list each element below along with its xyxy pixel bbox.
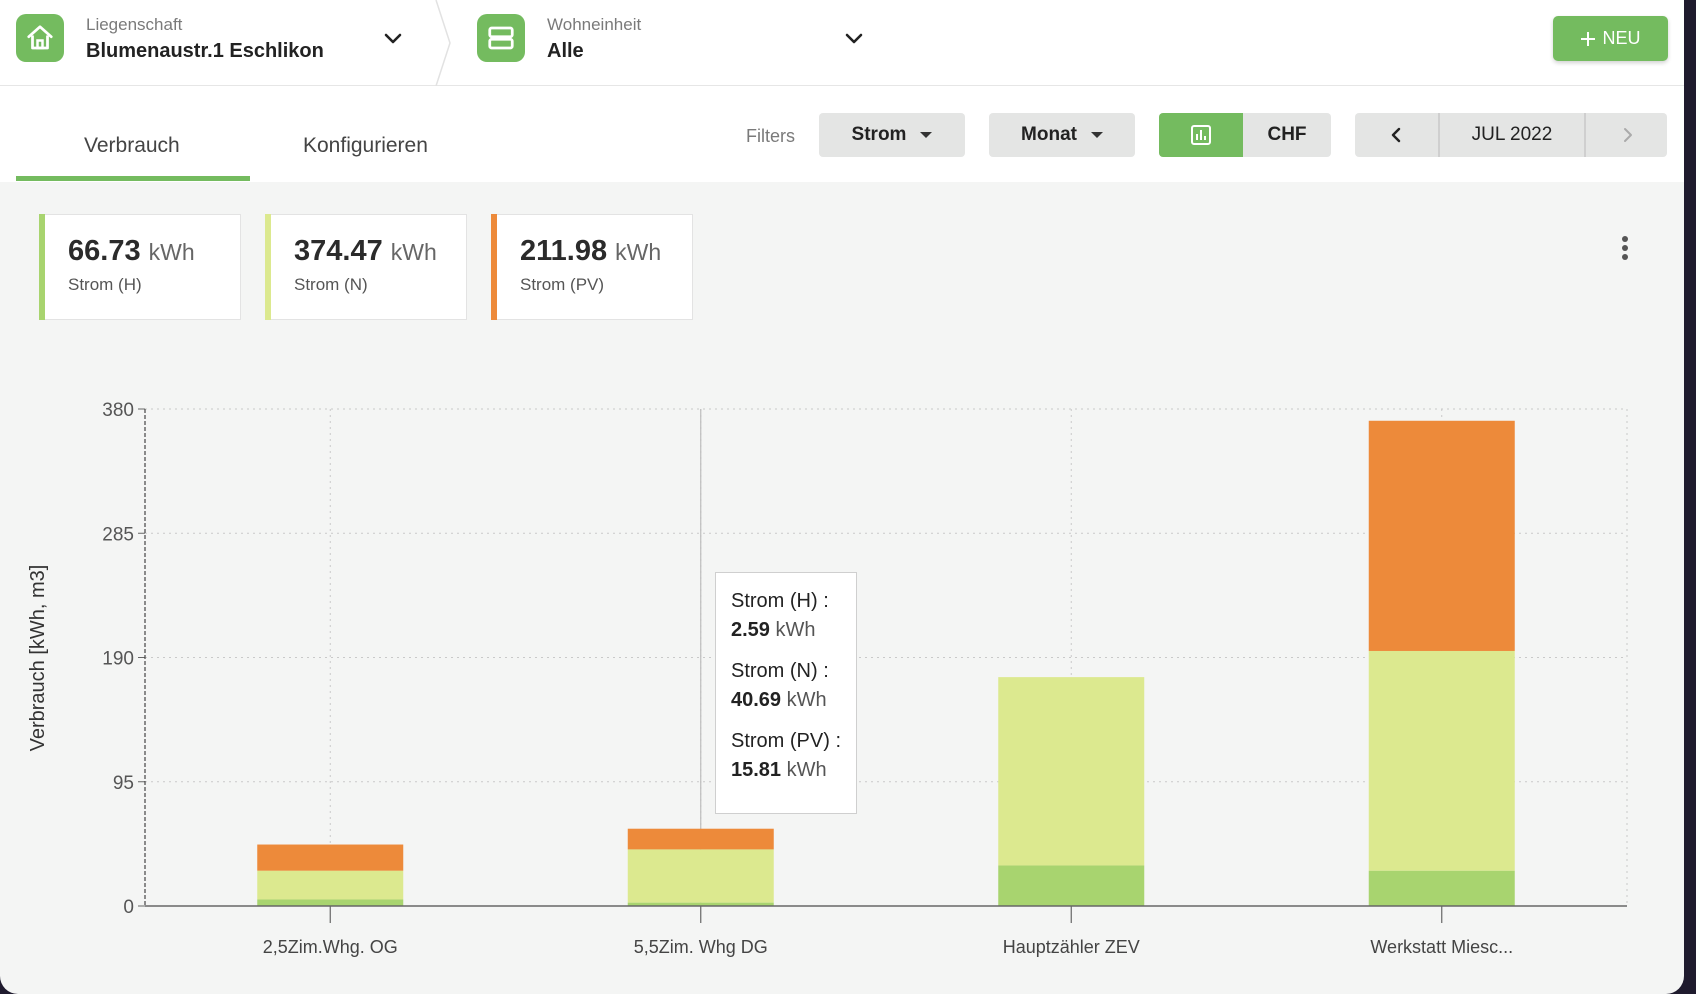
tab-konfigurieren[interactable]: Konfigurieren (303, 134, 428, 157)
plus-icon (1581, 31, 1596, 46)
card-value: 66.73 kWh (68, 235, 195, 267)
tooltip-value: 40.69 kWh (731, 689, 827, 711)
x-tick-label: Werkstatt Miesc... (1370, 937, 1513, 957)
period-value: Monat (1021, 124, 1077, 145)
x-tick-label: Hauptzähler ZEV (1003, 937, 1140, 957)
unit-label: Wohneinheit (547, 15, 642, 34)
top-bar: Liegenschaft Blumenaustr.1 Eschlikon Woh… (0, 0, 1684, 86)
summary-card: 374.47 kWh Strom (N) (265, 214, 467, 320)
property-selector[interactable]: Liegenschaft Blumenaustr.1 Eschlikon (16, 0, 416, 86)
property-value: Blumenaustr.1 Eschlikon (86, 40, 324, 62)
bar-segment (257, 899, 404, 906)
bar-segment (1368, 420, 1515, 651)
separator (1584, 113, 1586, 157)
active-tab-indicator (16, 176, 250, 181)
card-label: Strom (H) (68, 275, 142, 294)
x-tick-label: 2,5Zim.Whg. OG (263, 937, 398, 957)
window-edge (1684, 0, 1696, 84)
summary-card: 211.98 kWh Strom (PV) (491, 214, 693, 320)
home-icon (16, 14, 64, 62)
bar-chart-icon (1191, 125, 1211, 145)
units-icon (477, 14, 525, 62)
bar-segment (1368, 870, 1515, 906)
tooltip-label: Strom (N) : (731, 660, 829, 682)
bar-segment (1368, 650, 1515, 871)
unit-selector[interactable]: Wohneinheit Alle (477, 0, 877, 86)
breadcrumb-divider (435, 0, 451, 86)
y-tick-label: 380 (102, 400, 134, 421)
bar-segment (627, 849, 774, 903)
period-dropdown[interactable]: Monat (989, 113, 1135, 157)
bar-segment (257, 844, 404, 871)
bar-segment (998, 677, 1145, 866)
caret-down-icon (1090, 132, 1103, 138)
y-tick-label: 95 (113, 773, 134, 794)
y-tick-label: 285 (102, 524, 134, 545)
tooltip-value: 2.59 kWh (731, 619, 816, 641)
y-axis-title: Verbrauch [kWh, m3] (27, 565, 49, 752)
card-value: 374.47 kWh (294, 235, 437, 267)
card-color-bar (265, 214, 271, 320)
toolbar: Verbrauch Konfigurieren Filters Strom Mo… (0, 86, 1684, 182)
separator (1438, 113, 1440, 157)
summary-card: 66.73 kWh Strom (H) (39, 214, 241, 320)
tooltip-label: Strom (PV) : (731, 730, 842, 752)
filters-label: Filters (746, 126, 795, 146)
date-navigator: JUL 2022 (1355, 113, 1667, 157)
new-button[interactable]: NEU (1553, 16, 1668, 61)
tooltip-label: Strom (H) : (731, 590, 829, 612)
chevron-down-icon[interactable] (842, 26, 866, 50)
y-tick-label: 190 (102, 649, 134, 670)
bar-segment (998, 865, 1145, 906)
tab-verbrauch[interactable]: Verbrauch (84, 134, 180, 157)
next-month-button[interactable] (1586, 113, 1667, 157)
chart-tooltip: Strom (H) : 2.59 kWh Strom (N) : 40.69 kWh S… (715, 572, 857, 814)
card-color-bar (491, 214, 497, 320)
card-value: 211.98 kWh (520, 235, 662, 267)
medium-value: Strom (851, 124, 907, 145)
chevron-left-icon (1391, 127, 1400, 143)
bar-segment (257, 870, 404, 900)
bar-segment (627, 902, 774, 906)
x-tick-label: 5,5Zim. Whg DG (634, 937, 768, 957)
view-toggle: CHF (1159, 113, 1331, 157)
property-label: Liegenschaft (86, 15, 183, 34)
unit-value: Alle (547, 40, 584, 62)
card-label: Strom (PV) (520, 275, 605, 294)
prev-month-button[interactable] (1355, 113, 1438, 157)
medium-dropdown[interactable]: Strom (819, 113, 965, 157)
bar-segment (627, 828, 774, 850)
currency-button[interactable]: CHF (1243, 113, 1331, 157)
caret-down-icon (920, 132, 933, 138)
chart-view-button[interactable] (1159, 113, 1243, 157)
tooltip-value: 15.81 kWh (731, 759, 827, 781)
new-button-label: NEU (1602, 28, 1641, 48)
card-color-bar (39, 214, 45, 320)
y-tick-label: 0 (123, 897, 134, 918)
current-month: JUL 2022 (1440, 113, 1584, 157)
card-label: Strom (N) (294, 275, 368, 294)
chevron-right-icon (1623, 128, 1632, 142)
chevron-down-icon[interactable] (381, 26, 405, 50)
more-options-icon[interactable] (1620, 236, 1630, 264)
